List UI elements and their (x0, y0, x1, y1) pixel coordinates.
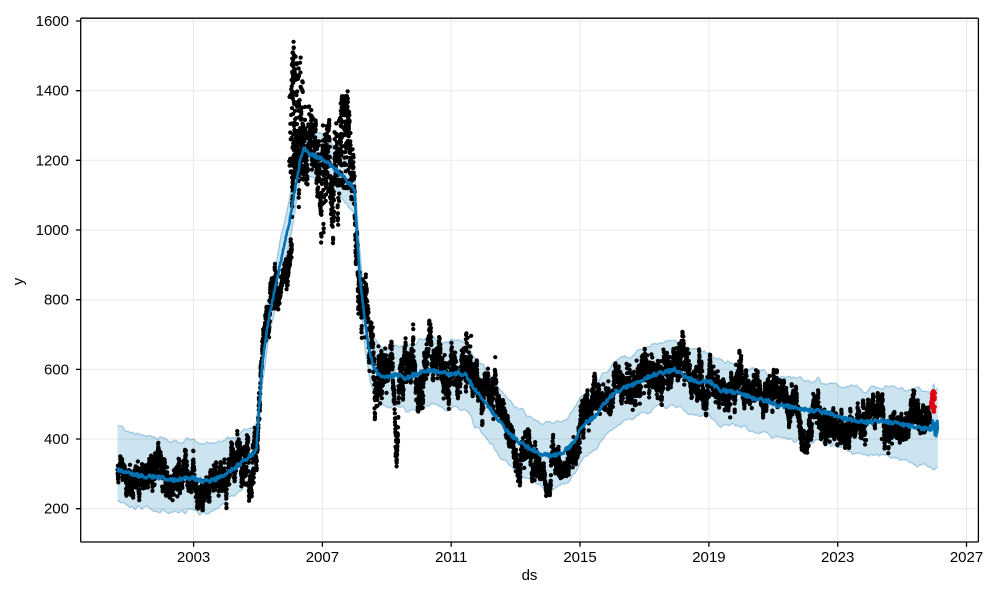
svg-text:200: 200 (44, 501, 69, 518)
svg-text:2007: 2007 (306, 549, 339, 566)
svg-text:2003: 2003 (177, 549, 210, 566)
svg-text:2023: 2023 (821, 549, 854, 566)
svg-text:1600: 1600 (36, 13, 69, 30)
svg-text:400: 400 (44, 431, 69, 448)
svg-text:600: 600 (44, 361, 69, 378)
svg-text:1200: 1200 (36, 152, 69, 169)
svg-text:y: y (10, 277, 27, 285)
svg-text:800: 800 (44, 292, 69, 309)
svg-text:2015: 2015 (563, 549, 596, 566)
svg-text:ds: ds (522, 567, 538, 584)
svg-text:1400: 1400 (36, 83, 69, 100)
svg-text:2019: 2019 (692, 549, 725, 566)
svg-text:2011: 2011 (435, 549, 467, 566)
svg-text:2027: 2027 (950, 549, 983, 566)
svg-text:1000: 1000 (36, 222, 69, 239)
